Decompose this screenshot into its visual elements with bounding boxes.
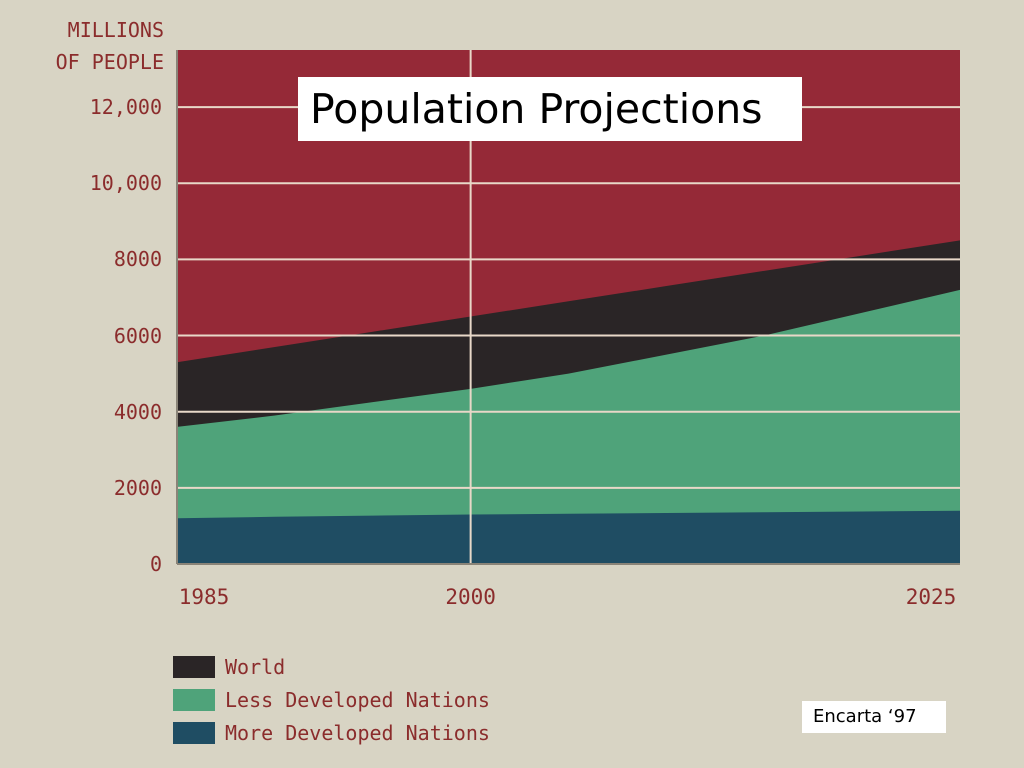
legend-item-less-developed: Less Developed Nations [173, 683, 490, 716]
legend-item-world: World [173, 650, 490, 683]
y-tick-label: 8000 [113, 247, 162, 272]
source-credit: Encarta ‘97 [802, 701, 946, 733]
legend-swatch-more-developed [173, 721, 215, 744]
legend-label-world: World [225, 654, 286, 679]
area-less-developed-nations [177, 289, 960, 564]
y-tick-label: 4000 [113, 399, 162, 424]
y-tick-label: 2000 [113, 475, 162, 500]
y-axis-label-line-2: OF PEOPLE [55, 50, 164, 74]
legend-swatch-world [173, 655, 215, 678]
x-tick-label: 2000 [445, 585, 496, 609]
legend-swatch-less-developed [173, 688, 215, 711]
y-tick-label: 12,000 [89, 95, 162, 120]
x-tick-label: 2025 [905, 585, 957, 609]
y-tick-label: 6000 [113, 323, 162, 348]
legend-item-more-developed: More Developed Nations [173, 716, 490, 749]
legend-label-less-developed: Less Developed Nations [225, 687, 490, 712]
x-tick-label: 1985 [178, 585, 230, 609]
area-layers [177, 240, 960, 565]
y-tick-label: 0 [149, 552, 162, 576]
chart-title: Population Projections [298, 77, 802, 141]
legend: World Less Developed Nations More Develo… [173, 650, 490, 749]
y-tick-label: 10,000 [89, 171, 162, 196]
legend-label-more-developed: More Developed Nations [225, 720, 490, 745]
y-axis-label-line-1: MILLIONS [67, 18, 164, 42]
area-more-developed-nations [177, 510, 960, 564]
